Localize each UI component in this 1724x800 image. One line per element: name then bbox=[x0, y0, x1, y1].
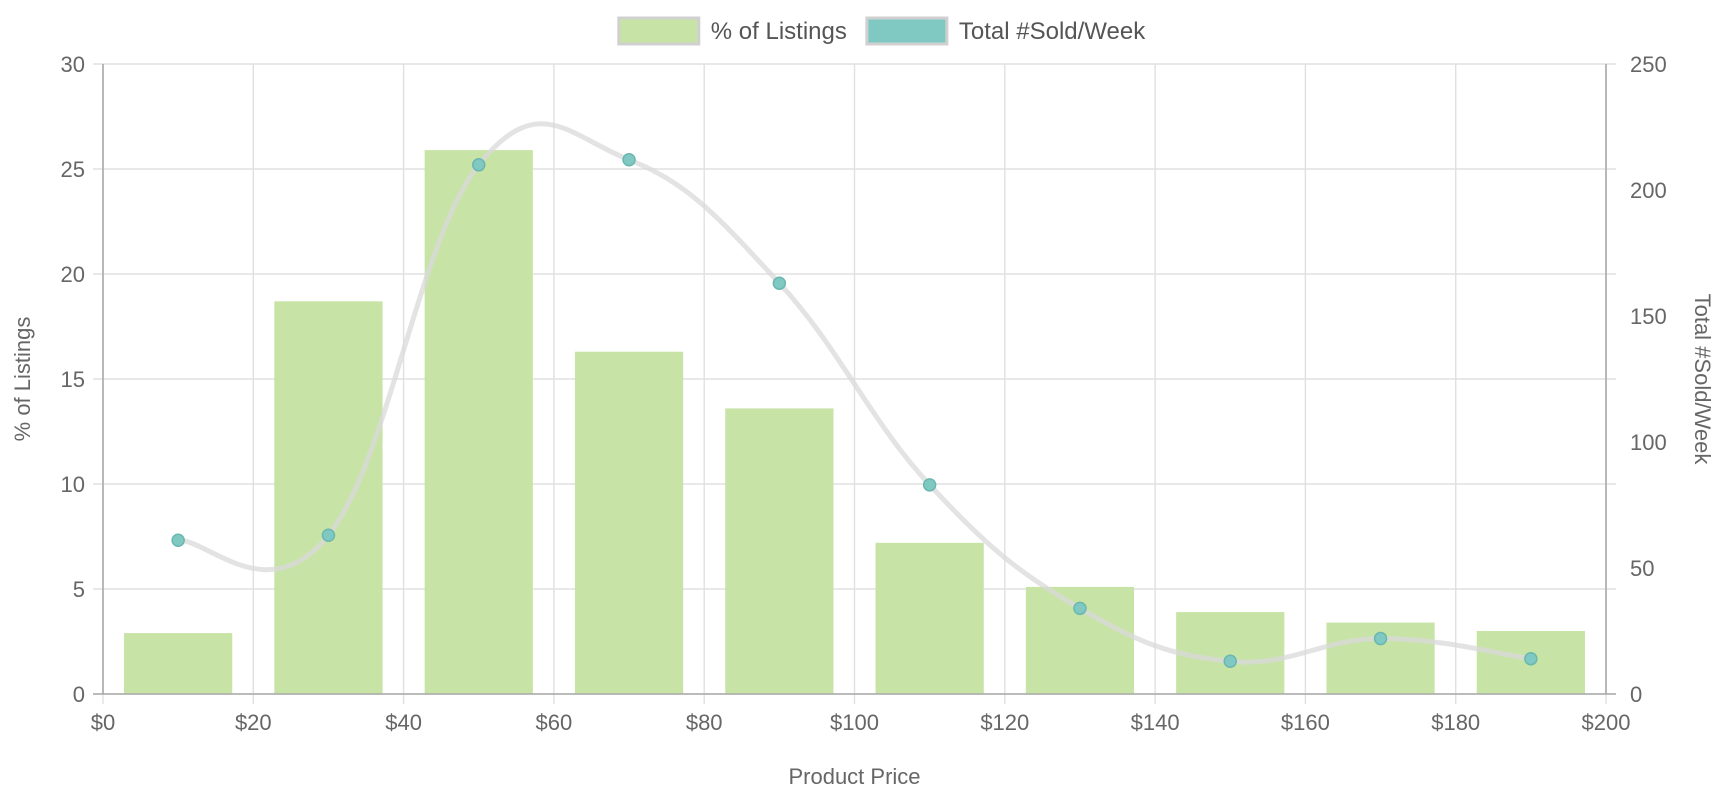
x-tick-label: $20 bbox=[235, 710, 272, 735]
x-tick-label: $180 bbox=[1431, 710, 1480, 735]
y-right-tick-label: 0 bbox=[1630, 682, 1642, 707]
sold-point bbox=[772, 276, 787, 290]
legend-swatch bbox=[865, 16, 949, 46]
bar bbox=[574, 351, 684, 694]
sold-point bbox=[171, 533, 185, 548]
x-tick-label: $140 bbox=[1131, 710, 1180, 735]
x-tick-label: $60 bbox=[536, 710, 573, 735]
sold-point bbox=[622, 153, 636, 167]
line-series-sold bbox=[171, 121, 1538, 668]
x-tick-label: $200 bbox=[1582, 710, 1631, 735]
y-left-tick-label: 5 bbox=[73, 577, 85, 602]
bar bbox=[274, 301, 383, 694]
bar bbox=[1176, 612, 1285, 694]
y-left-tick-label: 10 bbox=[61, 472, 85, 497]
bar bbox=[424, 150, 533, 695]
sold-point bbox=[472, 158, 486, 172]
bar bbox=[124, 633, 233, 694]
bar bbox=[875, 542, 984, 694]
legend-swatch bbox=[617, 16, 701, 46]
y-axis-left-title: % of Listings bbox=[10, 317, 35, 442]
y-left-tick-label: 0 bbox=[73, 682, 85, 707]
bar bbox=[725, 408, 834, 694]
y-right-tick-label: 200 bbox=[1630, 178, 1667, 203]
axes: $0 $20 $40 $60 $80 $100 $120 $140 $160 $180 $200 0 5… bbox=[61, 52, 1667, 735]
y-right-tick-label: 50 bbox=[1630, 556, 1654, 581]
legend-label: Total #Sold/Week bbox=[959, 18, 1146, 45]
x-tick-label: $0 bbox=[91, 710, 115, 735]
x-axis-title: Product Price bbox=[788, 764, 920, 789]
x-tick-label: $80 bbox=[686, 710, 723, 735]
y-left-tick-label: 20 bbox=[61, 262, 85, 287]
y-axis-right-title: Total #Sold/Week bbox=[1690, 294, 1715, 466]
sold-point bbox=[1073, 601, 1087, 616]
x-tick-label: $160 bbox=[1281, 710, 1330, 735]
sold-point bbox=[1223, 654, 1237, 668]
sold-point bbox=[922, 478, 937, 492]
y-left-tick-label: 15 bbox=[61, 367, 85, 392]
y-right-tick-label: 100 bbox=[1630, 430, 1667, 455]
legend-label: % of Listings bbox=[711, 18, 847, 45]
x-tick-label: $40 bbox=[385, 710, 422, 735]
y-right-tick-label: 250 bbox=[1630, 52, 1667, 77]
sold-point bbox=[321, 528, 336, 542]
sold-point bbox=[1524, 651, 1538, 666]
y-left-tick-label: 25 bbox=[61, 157, 85, 182]
y-right-tick-label: 150 bbox=[1630, 304, 1667, 329]
x-tick-label: $120 bbox=[980, 710, 1029, 735]
sold-point bbox=[1373, 631, 1388, 646]
y-left-tick-label: 30 bbox=[61, 52, 85, 77]
x-tick-label: $100 bbox=[830, 710, 879, 735]
bar-series-listings bbox=[124, 150, 1585, 695]
legend: % of Listings Total #Sold/Week bbox=[617, 16, 1146, 46]
sold-line bbox=[177, 121, 1532, 665]
